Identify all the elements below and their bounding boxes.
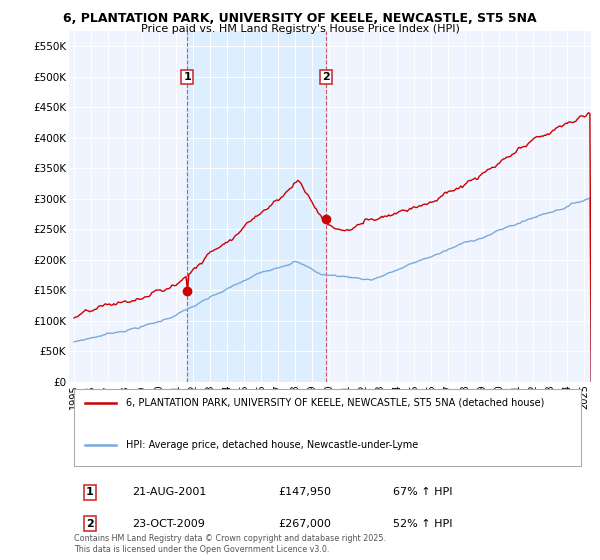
Text: 2: 2 [86,519,94,529]
Text: 1: 1 [86,487,94,497]
Text: 1: 1 [183,72,191,82]
FancyBboxPatch shape [74,389,581,466]
Text: £147,950: £147,950 [278,487,331,497]
Text: 6, PLANTATION PARK, UNIVERSITY OF KEELE, NEWCASTLE, ST5 5NA (detached house): 6, PLANTATION PARK, UNIVERSITY OF KEELE,… [127,398,545,408]
Text: Price paid vs. HM Land Registry's House Price Index (HPI): Price paid vs. HM Land Registry's House … [140,24,460,34]
Text: 23-OCT-2009: 23-OCT-2009 [131,519,205,529]
Text: HPI: Average price, detached house, Newcastle-under-Lyme: HPI: Average price, detached house, Newc… [127,440,419,450]
Text: 2: 2 [322,72,330,82]
Text: 52% ↑ HPI: 52% ↑ HPI [392,519,452,529]
Text: Contains HM Land Registry data © Crown copyright and database right 2025.
This d: Contains HM Land Registry data © Crown c… [74,534,386,554]
Text: 67% ↑ HPI: 67% ↑ HPI [392,487,452,497]
Bar [187,31,326,382]
Text: 6, PLANTATION PARK, UNIVERSITY OF KEELE, NEWCASTLE, ST5 5NA: 6, PLANTATION PARK, UNIVERSITY OF KEELE,… [63,12,537,25]
Text: 21-AUG-2001: 21-AUG-2001 [131,487,206,497]
Text: £267,000: £267,000 [278,519,331,529]
